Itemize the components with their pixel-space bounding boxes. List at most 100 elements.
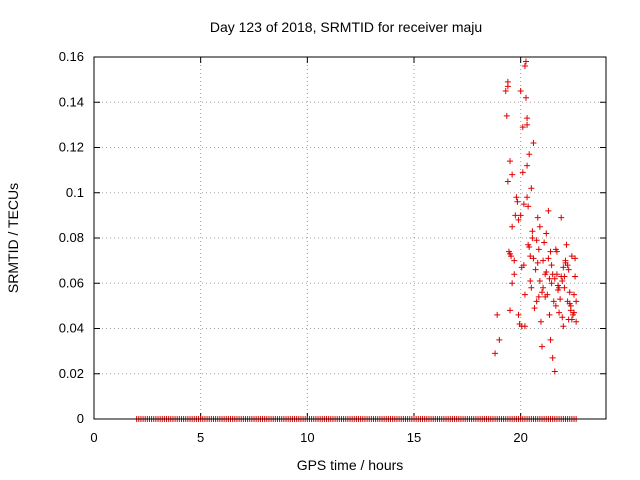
tick-labels: 0 0.02 0.04 0.06 0.08 0.1 0.12 0.14 0.16 0 5 10 15 20 — [59, 49, 528, 445]
data-point — [561, 284, 568, 291]
data-point — [546, 275, 553, 282]
data-point — [551, 275, 558, 282]
x-axis-label: GPS time / hours — [297, 457, 404, 473]
data-point — [566, 289, 573, 296]
data-point — [540, 284, 547, 291]
y-tick-label: 0.06 — [59, 275, 84, 290]
data-point — [513, 194, 520, 201]
data-point — [504, 178, 511, 185]
x-tick-label: 5 — [197, 430, 204, 445]
data-point — [562, 257, 569, 264]
data-point — [547, 248, 554, 255]
data-point — [521, 291, 528, 298]
data-point — [528, 284, 535, 291]
data-point — [546, 311, 553, 318]
data-point — [552, 302, 559, 309]
data-point — [527, 277, 534, 284]
data-point — [535, 293, 542, 300]
data-point — [571, 291, 577, 298]
data-point — [558, 214, 565, 221]
data-point — [557, 296, 564, 303]
data-point — [573, 318, 580, 325]
data-point — [541, 239, 548, 246]
data-point — [548, 280, 555, 287]
data-point — [543, 268, 550, 275]
data-point — [548, 262, 555, 269]
data-point — [521, 63, 528, 70]
y-tick-label: 0.12 — [59, 140, 84, 155]
data-point — [550, 298, 557, 305]
data-point — [571, 309, 577, 316]
data-point — [536, 223, 543, 230]
y-axis-label: SRMTID / TECUs — [5, 183, 21, 293]
data-point — [545, 207, 552, 214]
data-point — [524, 162, 531, 169]
data-point — [573, 298, 580, 305]
data-point — [559, 277, 566, 284]
data-point — [536, 277, 543, 284]
data-point — [528, 185, 535, 192]
data-point — [526, 151, 533, 158]
data-point — [502, 87, 509, 94]
data-point — [494, 311, 501, 318]
data-point — [553, 248, 560, 255]
data-point — [525, 241, 532, 248]
data-point — [547, 336, 554, 343]
data-point — [535, 246, 542, 253]
data-point — [527, 253, 534, 260]
data-point — [549, 271, 556, 278]
data-point — [518, 264, 525, 271]
chart-title: Day 123 of 2018, SRMTID for receiver maj… — [210, 19, 482, 35]
data-point — [507, 158, 513, 165]
data-point — [549, 354, 556, 361]
y-tick-label: 0.1 — [66, 185, 84, 200]
data-point — [542, 293, 549, 300]
data-point — [529, 228, 536, 235]
data-point — [503, 112, 510, 119]
data-point — [531, 305, 538, 312]
plot-frame — [93, 56, 607, 420]
data-point — [492, 350, 499, 357]
data-point — [496, 336, 503, 343]
y-tick-label: 0.08 — [59, 230, 84, 245]
data-point — [523, 94, 529, 101]
data-point — [555, 287, 561, 294]
data-point — [565, 266, 572, 273]
data-point — [524, 194, 531, 201]
data-point — [560, 323, 567, 330]
data-point — [517, 212, 524, 219]
data-point — [520, 201, 527, 208]
data-point — [568, 253, 575, 260]
data-point — [530, 255, 537, 262]
data-point — [533, 237, 540, 244]
data-point — [515, 311, 522, 318]
data-point — [534, 259, 541, 266]
data-point — [572, 273, 579, 280]
data-point — [533, 298, 540, 305]
data-point — [507, 307, 513, 314]
data-point — [517, 87, 524, 94]
y-tick-label: 0.14 — [59, 94, 84, 109]
data-point — [572, 255, 579, 262]
data-point — [540, 257, 547, 264]
data-point — [524, 115, 531, 122]
data-point — [534, 214, 541, 221]
data-point — [539, 343, 545, 350]
data-point — [509, 171, 516, 178]
x-tick-label: 10 — [300, 430, 314, 445]
data-point — [556, 309, 563, 316]
y-tick-label: 0 — [77, 411, 84, 426]
y-tick-label: 0.02 — [59, 366, 84, 381]
data-point — [529, 235, 536, 241]
data-point — [565, 316, 572, 323]
data-point — [512, 212, 519, 219]
data-point — [504, 78, 511, 85]
data-point — [543, 230, 550, 237]
data-point — [532, 266, 539, 273]
data-point — [519, 124, 526, 131]
data-point — [537, 318, 544, 325]
data-point — [563, 241, 570, 248]
data-point — [525, 203, 532, 210]
data-point — [567, 302, 574, 309]
